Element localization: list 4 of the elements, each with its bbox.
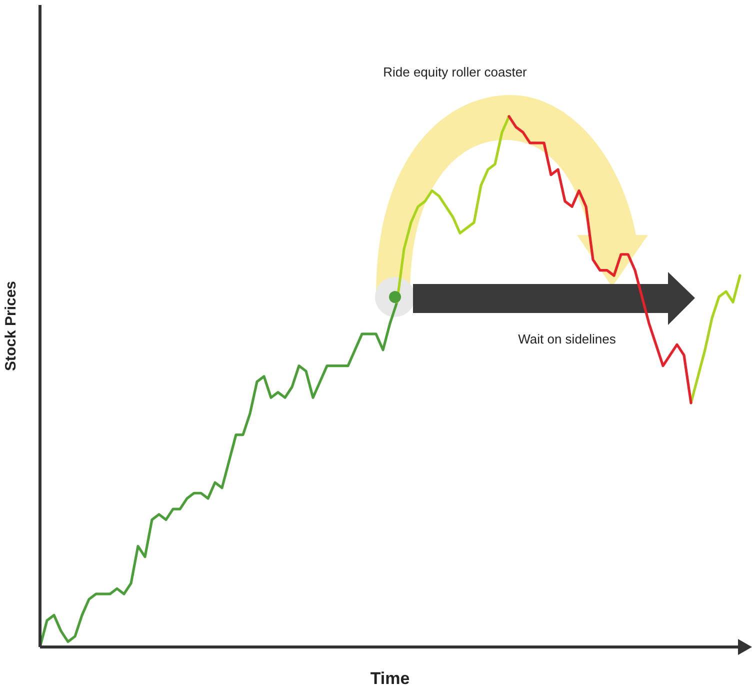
- annotation: Wait on sidelines: [518, 332, 616, 346]
- y-axis-title: Stock Prices: [2, 280, 20, 372]
- x-axis-title: Time: [370, 669, 410, 686]
- text: Ride equity roller coaster: [383, 64, 527, 80]
